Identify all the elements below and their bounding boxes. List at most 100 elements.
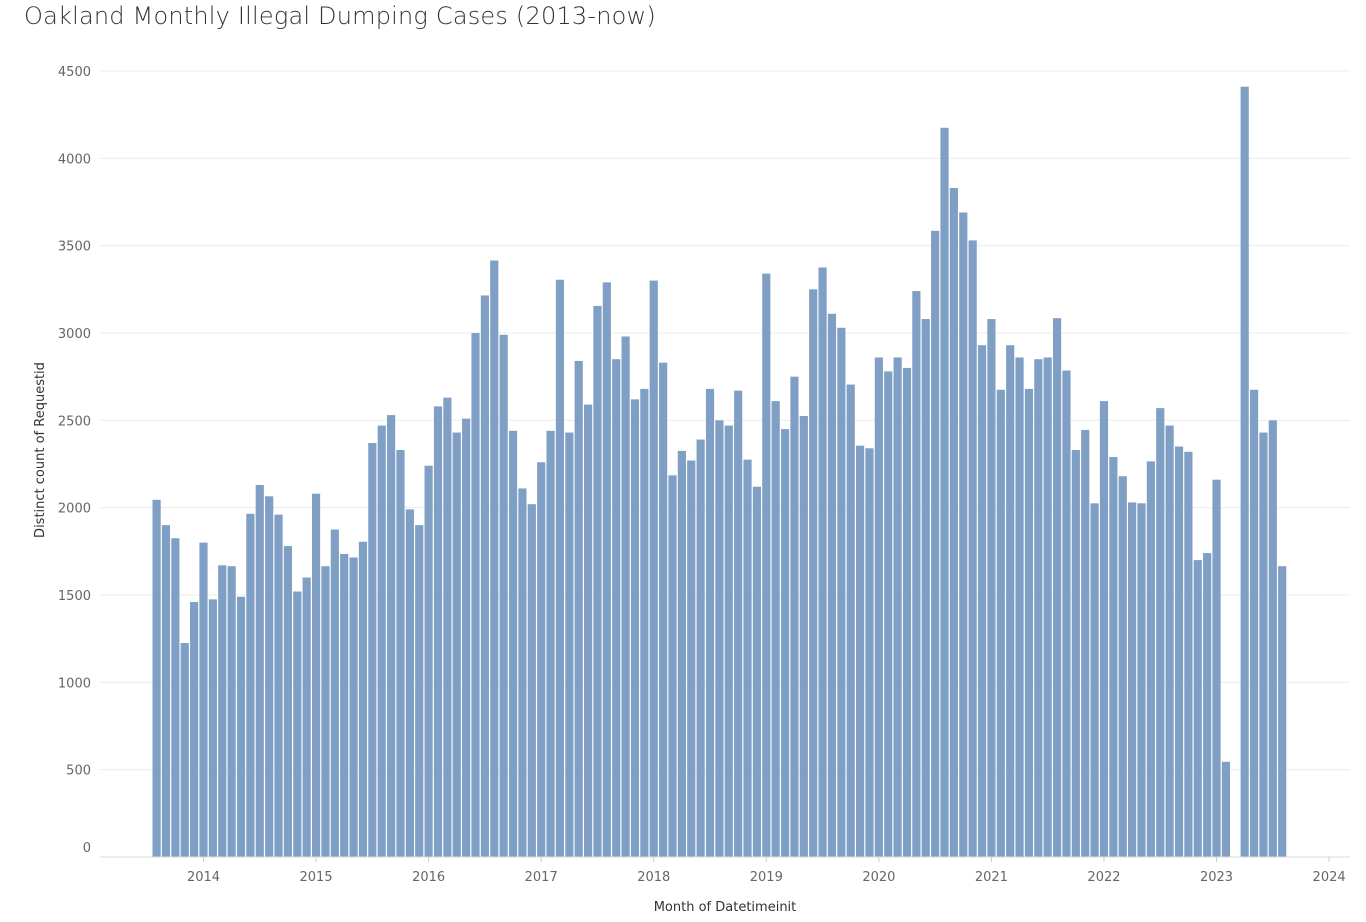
bar[interactable] bbox=[358, 541, 368, 857]
bar[interactable] bbox=[659, 362, 668, 857]
bar[interactable] bbox=[480, 295, 489, 857]
bar[interactable] bbox=[1081, 429, 1090, 857]
bar[interactable] bbox=[396, 450, 405, 857]
bar[interactable] bbox=[734, 390, 743, 857]
bar[interactable] bbox=[1184, 451, 1193, 857]
bar[interactable] bbox=[415, 525, 424, 857]
bar[interactable] bbox=[1052, 318, 1062, 857]
bar[interactable] bbox=[621, 336, 630, 857]
bar[interactable] bbox=[293, 591, 302, 857]
bar[interactable] bbox=[743, 459, 752, 857]
bar[interactable] bbox=[602, 282, 611, 858]
bar[interactable] bbox=[959, 212, 968, 858]
bar[interactable] bbox=[387, 415, 396, 857]
bar[interactable] bbox=[949, 188, 958, 857]
bar[interactable] bbox=[1043, 357, 1052, 857]
bar[interactable] bbox=[349, 557, 358, 857]
bar[interactable] bbox=[405, 509, 414, 857]
bar[interactable] bbox=[1015, 357, 1024, 857]
bar[interactable] bbox=[190, 601, 199, 857]
bar[interactable] bbox=[227, 566, 236, 857]
bar[interactable] bbox=[931, 230, 940, 857]
bar[interactable] bbox=[208, 599, 217, 857]
bar[interactable] bbox=[1203, 553, 1212, 857]
bar[interactable] bbox=[433, 406, 443, 857]
bar[interactable] bbox=[368, 443, 377, 857]
bar[interactable] bbox=[161, 525, 171, 857]
bar[interactable] bbox=[771, 401, 780, 857]
bar[interactable] bbox=[846, 384, 855, 857]
bar[interactable] bbox=[893, 357, 902, 857]
bar[interactable] bbox=[574, 360, 583, 857]
bar[interactable] bbox=[152, 499, 161, 857]
bar[interactable] bbox=[218, 565, 227, 857]
bar[interactable] bbox=[537, 462, 546, 857]
bar[interactable] bbox=[649, 280, 658, 858]
bar[interactable] bbox=[640, 388, 649, 857]
bar[interactable] bbox=[790, 376, 799, 857]
bar[interactable] bbox=[236, 596, 246, 857]
bar[interactable] bbox=[274, 514, 283, 857]
bar[interactable] bbox=[668, 475, 677, 857]
bar[interactable] bbox=[583, 404, 593, 857]
bar[interactable] bbox=[724, 425, 733, 857]
bar[interactable] bbox=[518, 488, 527, 857]
bar[interactable] bbox=[508, 430, 518, 857]
bar[interactable] bbox=[1268, 420, 1277, 857]
bar[interactable] bbox=[452, 432, 461, 857]
bar[interactable] bbox=[884, 371, 893, 857]
bar[interactable] bbox=[443, 397, 452, 857]
bar[interactable] bbox=[555, 279, 565, 858]
bar[interactable] bbox=[1137, 503, 1146, 857]
bar[interactable] bbox=[837, 327, 846, 857]
bar[interactable] bbox=[996, 389, 1005, 857]
bar[interactable] bbox=[1071, 450, 1080, 857]
bar[interactable] bbox=[283, 546, 293, 857]
bar[interactable] bbox=[827, 313, 837, 857]
bar[interactable] bbox=[527, 504, 536, 857]
bar[interactable] bbox=[1128, 502, 1137, 857]
bar[interactable] bbox=[424, 465, 433, 857]
bar[interactable] bbox=[809, 289, 818, 858]
bar[interactable] bbox=[1062, 370, 1071, 857]
bar[interactable] bbox=[940, 127, 949, 857]
bar[interactable] bbox=[1118, 476, 1127, 857]
bar[interactable] bbox=[1174, 446, 1184, 857]
bar[interactable] bbox=[865, 448, 874, 857]
bar[interactable] bbox=[1240, 86, 1249, 858]
bar[interactable] bbox=[762, 273, 771, 857]
bar[interactable] bbox=[490, 260, 499, 857]
bar[interactable] bbox=[856, 445, 865, 857]
bar[interactable] bbox=[1006, 345, 1015, 857]
bar[interactable] bbox=[780, 429, 790, 857]
bar[interactable] bbox=[265, 496, 274, 857]
bar[interactable] bbox=[752, 486, 762, 857]
bar[interactable] bbox=[987, 319, 996, 857]
bar[interactable] bbox=[1090, 503, 1099, 857]
bar[interactable] bbox=[1034, 359, 1043, 857]
bar[interactable] bbox=[546, 430, 555, 857]
bar[interactable] bbox=[1165, 425, 1174, 857]
bar[interactable] bbox=[180, 643, 189, 857]
bar[interactable] bbox=[171, 538, 180, 857]
bar[interactable] bbox=[874, 357, 883, 857]
bar[interactable] bbox=[1099, 401, 1109, 857]
bar[interactable] bbox=[1024, 388, 1034, 857]
bar[interactable] bbox=[1221, 761, 1231, 857]
bar[interactable] bbox=[246, 513, 255, 857]
bar[interactable] bbox=[902, 367, 912, 857]
bar[interactable] bbox=[1249, 389, 1259, 857]
bar[interactable] bbox=[1146, 461, 1155, 857]
bar[interactable] bbox=[687, 460, 696, 857]
bar[interactable] bbox=[311, 493, 321, 857]
bar[interactable] bbox=[462, 418, 471, 857]
bar[interactable] bbox=[330, 529, 339, 858]
bar[interactable] bbox=[1259, 432, 1268, 857]
bar[interactable] bbox=[612, 359, 621, 857]
bar[interactable] bbox=[715, 420, 724, 857]
bar[interactable] bbox=[912, 291, 921, 858]
bar[interactable] bbox=[199, 542, 208, 857]
bar[interactable] bbox=[321, 566, 330, 857]
bar[interactable] bbox=[977, 345, 987, 857]
bar[interactable] bbox=[1193, 560, 1202, 857]
